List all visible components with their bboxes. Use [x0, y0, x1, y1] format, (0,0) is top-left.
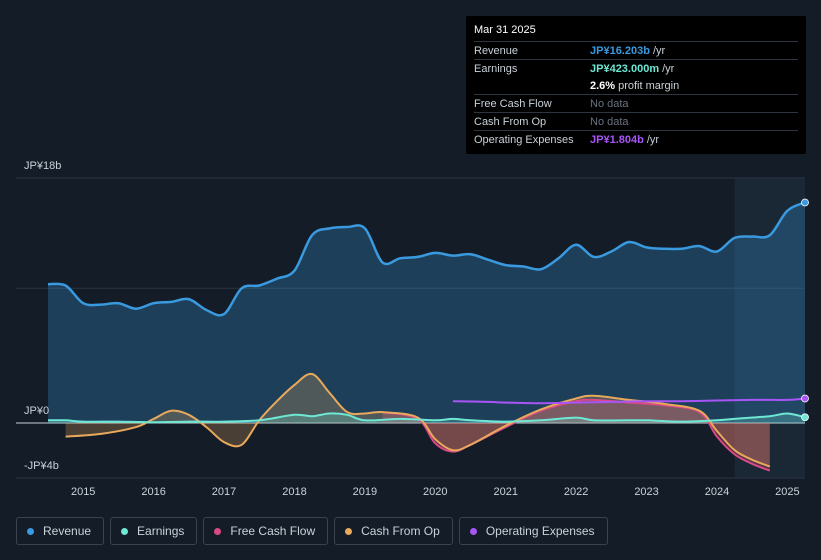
x-axis-ticks: 2015 2016 2017 2018 2019 2020 2021 2022 2023 2024…	[71, 486, 800, 498]
tooltip-value: No data	[590, 97, 629, 110]
tooltip-row-revenue: Revenue JP¥16.203b /yr	[474, 42, 798, 60]
endpoint-revenue	[801, 198, 809, 207]
tooltip-suffix: profit margin	[618, 79, 680, 92]
tooltip-suffix: /yr	[652, 44, 666, 57]
endpoint-earnings	[801, 413, 809, 422]
legend-label: Earnings	[137, 524, 185, 538]
tooltip-date: Mar 31 2025	[474, 24, 798, 42]
tooltip-value: No data	[590, 115, 629, 128]
legend-item-earnings[interactable]: Earnings	[110, 517, 198, 545]
x-tick-label: 2017	[212, 486, 236, 498]
legend-item-operating-expenses[interactable]: Operating Expenses	[458, 517, 608, 545]
line-earnings	[47, 412, 806, 424]
legend-dot-icon	[469, 527, 477, 535]
line-cash-from-op	[65, 372, 771, 468]
x-tick-label: 2020	[423, 486, 447, 498]
legend: Revenue Earnings Free Cash Flow Cash Fro…	[16, 517, 608, 545]
endpoint-operating-expenses	[801, 394, 809, 403]
x-tick-label: 2019	[353, 486, 377, 498]
highlight-region	[734, 178, 805, 478]
tooltip-value: 2.6%	[590, 79, 616, 92]
line-operating-expenses	[452, 397, 806, 405]
tooltip-suffix: /yr	[662, 62, 675, 75]
y-tick-label-bottom: -JP¥4b	[24, 460, 59, 472]
x-tick-label: 2015	[71, 486, 95, 498]
legend-item-revenue[interactable]: Revenue	[16, 517, 105, 545]
legend-item-free-cash-flow[interactable]: Free Cash Flow	[203, 517, 329, 545]
legend-dot-icon	[214, 527, 222, 535]
legend-label: Cash From Op	[361, 524, 440, 538]
tooltip-label: Earnings	[474, 62, 518, 75]
legend-label: Free Cash Flow	[230, 524, 316, 538]
tooltip-panel: Mar 31 2025 Revenue JP¥16.203b /yr Earni…	[466, 16, 806, 154]
x-tick-label: 2024	[705, 486, 729, 498]
y-tick-label-top: JP¥18b	[24, 160, 62, 172]
tooltip-suffix: /yr	[646, 133, 660, 146]
tooltip-label: Operating Expenses	[474, 133, 574, 146]
y-tick-label-zero: JP¥0	[24, 405, 50, 417]
line-free-cash-flow	[382, 398, 771, 472]
x-tick-label: 2022	[564, 486, 588, 498]
x-tick-label: 2016	[141, 486, 165, 498]
area-free-cash-flow	[382, 399, 770, 471]
tooltip-label: Free Cash Flow	[474, 97, 552, 110]
legend-dot-icon	[121, 527, 129, 535]
series-lines	[47, 201, 806, 472]
line-revenue	[47, 201, 806, 317]
tooltip-row-earnings: Earnings JP¥423.000m /yr	[474, 60, 798, 77]
x-tick-label: 2023	[634, 486, 658, 498]
x-tick-label: 2018	[282, 486, 306, 498]
series-endpoints	[801, 198, 809, 422]
legend-item-cash-from-op[interactable]: Cash From Op	[334, 517, 453, 545]
legend-label: Revenue	[43, 524, 92, 538]
legend-dot-icon	[27, 527, 34, 535]
tooltip-label: Cash From Op	[474, 115, 547, 128]
tooltip-row-cfo: Cash From Op No data	[474, 113, 798, 131]
legend-dot-icon	[345, 527, 353, 535]
tooltip-row-fcf: Free Cash Flow No data	[474, 95, 798, 113]
legend-label: Operating Expenses	[485, 524, 595, 538]
area-revenue	[48, 202, 805, 423]
tooltip-value: JP¥1.804b	[590, 133, 644, 146]
tooltip-row-opex: Operating Expenses JP¥1.804b /yr	[474, 131, 798, 148]
tooltip-label: Revenue	[474, 44, 519, 57]
tooltip-value: JP¥423.000m	[590, 62, 660, 75]
tooltip-value: JP¥16.203b	[590, 44, 650, 57]
tooltip-row-margin: 2.6% profit margin	[474, 77, 798, 95]
x-tick-label: 2021	[493, 486, 517, 498]
x-tick-label: 2025	[775, 486, 799, 498]
